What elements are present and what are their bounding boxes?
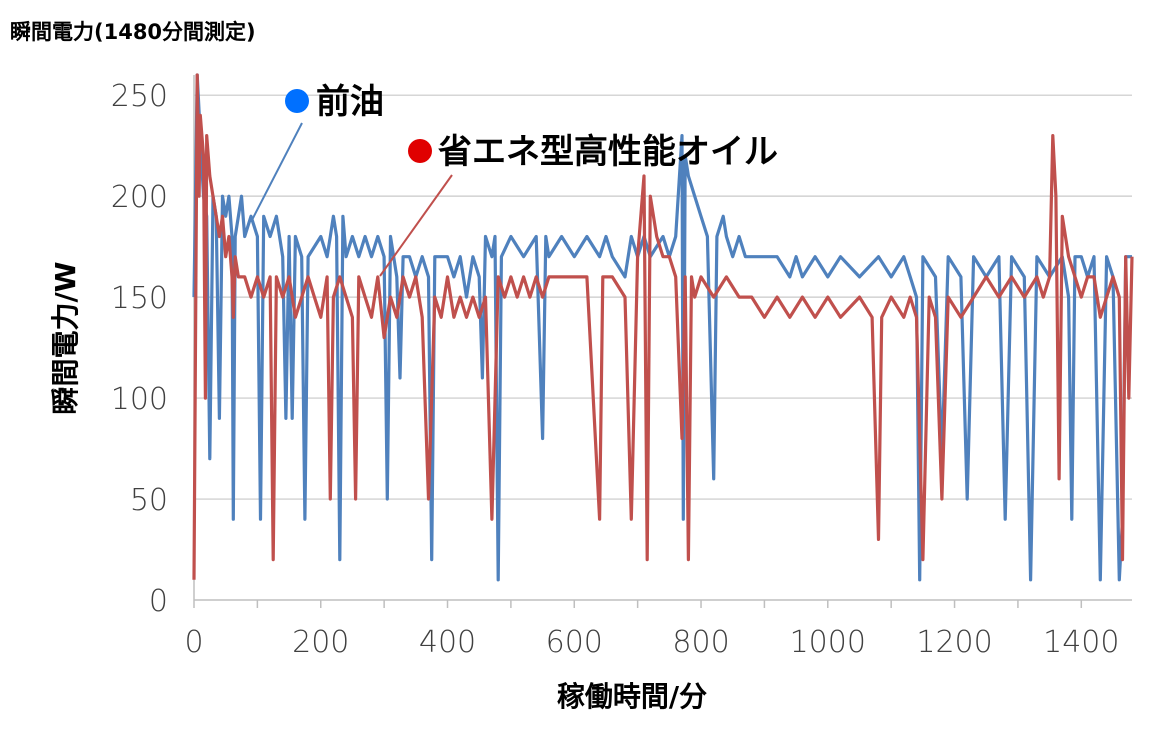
x-tick-label: 1200 bbox=[916, 625, 992, 660]
legend-marker bbox=[285, 89, 309, 113]
x-tick-label: 800 bbox=[672, 625, 729, 660]
x-tick-label: 1400 bbox=[1043, 625, 1119, 660]
series-line-1 bbox=[192, 73, 1134, 580]
legend-leader-line bbox=[379, 174, 453, 277]
x-tick-label: 200 bbox=[292, 625, 349, 660]
chart-title: 瞬間電力(1480分間測定) bbox=[10, 20, 256, 44]
x-tick-label: 1000 bbox=[790, 625, 866, 660]
x-tick-label: 600 bbox=[546, 625, 603, 660]
legend-label: 前油 bbox=[316, 82, 384, 122]
legend-leader-line bbox=[251, 122, 303, 221]
axes: 0 50 100 150 200 250 0 200 400 600 800 1000 1200 1400 bbox=[111, 75, 1132, 660]
legend-marker bbox=[408, 139, 432, 163]
x-tick-label: 400 bbox=[419, 625, 476, 660]
series-lines bbox=[192, 73, 1134, 582]
y-tick-label: 50 bbox=[130, 483, 168, 518]
legend-leaders bbox=[251, 122, 453, 277]
legend-label: 省エネ型高性能オイル bbox=[438, 132, 778, 172]
series-line-0 bbox=[192, 73, 1132, 582]
gridlines bbox=[194, 94, 1132, 500]
x-axis-label: 稼働時間/分 bbox=[557, 680, 707, 713]
y-tick-label: 250 bbox=[111, 79, 168, 114]
y-tick-label: 0 bbox=[149, 584, 168, 619]
x-tick-label: 0 bbox=[184, 625, 203, 660]
y-tick-label: 100 bbox=[111, 382, 168, 417]
y-axis-label: 瞬間電力/W bbox=[49, 261, 82, 414]
y-tick-label: 150 bbox=[111, 281, 168, 316]
y-tick-label: 200 bbox=[111, 180, 168, 215]
